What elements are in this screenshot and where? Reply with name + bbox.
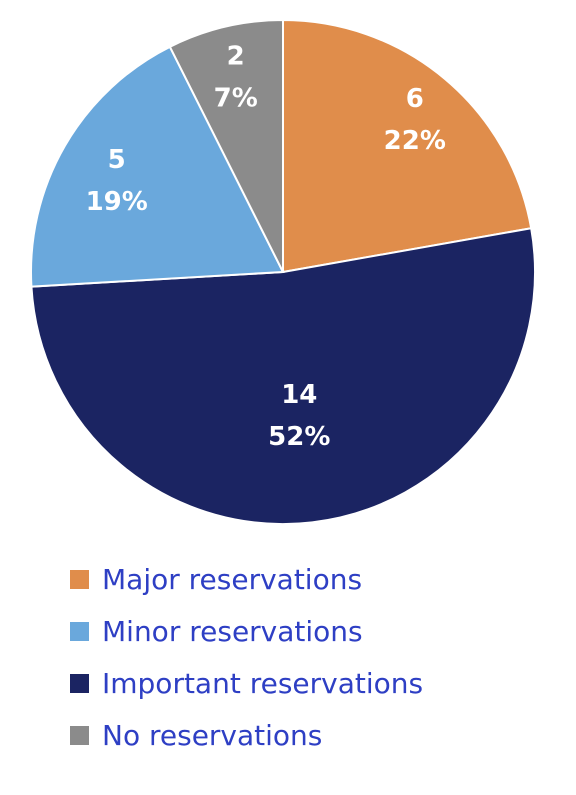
legend-label-major: Major reservations: [102, 562, 363, 596]
pie-slice-no: [168, 18, 284, 273]
legend-swatch-minor: [70, 621, 89, 641]
pie-labels: 6 22% 14 52% 5 19% 2 7%: [86, 42, 446, 453]
slice-percent-label-minor: 19%: [86, 187, 148, 217]
pie-chart: 6 22% 14 52% 5 19% 2 7%: [30, 18, 536, 526]
legend: Major reservations Minor reservations Im…: [70, 553, 550, 761]
slice-value-label-major: 6: [406, 84, 424, 114]
legend-item-none: No reservations: [70, 709, 550, 761]
legend-swatch-important: [70, 673, 89, 693]
pie-slice-major: [282, 18, 533, 274]
pie-slice-minor: [30, 45, 285, 288]
legend-label-none: No reservations: [102, 718, 323, 752]
slice-percent-label-major: 22%: [384, 126, 446, 156]
legend-item-important: Important reservations: [70, 657, 550, 709]
legend-label-important: Important reservations: [102, 666, 424, 700]
slice-percent-label-no: 7%: [214, 84, 258, 114]
legend-item-major: Major reservations: [70, 553, 550, 605]
legend-swatch-none: [70, 725, 89, 745]
legend-swatch-major: [70, 569, 89, 589]
legend-label-minor: Minor reservations: [102, 614, 363, 648]
legend-item-minor: Minor reservations: [70, 605, 550, 657]
slice-value-label-minor: 5: [108, 145, 126, 175]
pie-slice-important: [30, 227, 536, 526]
slice-value-label-no: 2: [227, 42, 245, 72]
pie-slices: [30, 18, 536, 526]
slice-value-label-important: 14: [281, 380, 317, 410]
slice-percent-label-important: 52%: [268, 422, 330, 452]
